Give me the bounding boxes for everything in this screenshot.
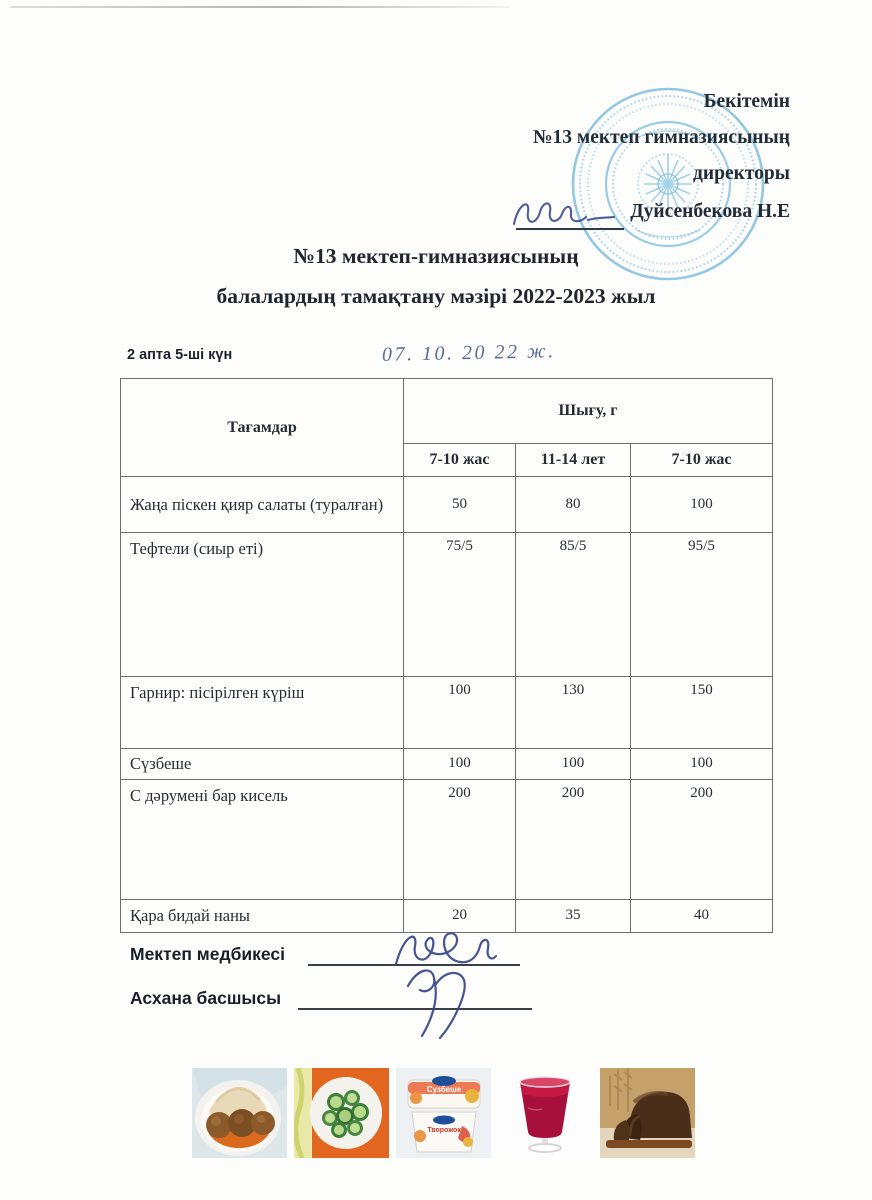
scan-artifact-line	[10, 6, 510, 8]
nurse-signature-ink-icon	[394, 932, 498, 966]
food-photo-strip: Сузбеше Творожок	[192, 1068, 695, 1158]
value-cell: 50	[403, 476, 516, 533]
value-cell: 100	[629, 748, 774, 780]
nurse-signature-label: Мектеп медбикесі	[130, 944, 286, 964]
table-row: С дәрумені бар кисель 200 200 200	[120, 778, 774, 900]
value-cell: 150	[629, 676, 774, 749]
value-cell: 100	[403, 748, 516, 780]
dish-cell: Сүзбеше	[120, 748, 404, 780]
col-header-output: Шығу, г	[402, 378, 774, 444]
approval-block: Бекітемін №13 мектеп гимназиясының дирек…	[513, 84, 790, 230]
week-day-label: 2 апта 5-ші күн	[127, 347, 233, 363]
handwritten-date: 07. 10. 20 22 ж.	[381, 340, 556, 366]
canteen-head-signature-line	[298, 1006, 532, 1010]
title-line-1: №13 мектеп-гимназиясының	[293, 244, 579, 268]
canteen-head-signature-label: Асхана басшысы	[130, 988, 282, 1008]
director-signature-ink-icon	[513, 202, 616, 226]
menu-table: Тағамдар Шығу, г 7-10 жас 11-14 лет 7-10…	[120, 378, 774, 933]
value-cell: 100	[515, 748, 631, 780]
value-cell: 100	[403, 676, 516, 749]
dish-cell: Гарнир: пісірілген күріш	[120, 676, 404, 749]
approval-line-2: №13 мектеп гимназиясының	[532, 127, 790, 148]
value-cell: 200	[515, 778, 631, 900]
col-header-age-3: 7-10 жас	[629, 443, 774, 477]
value-cell: 35	[515, 898, 631, 933]
dish-cell: Жаңа піскен қияр салаты (туралған)	[120, 476, 404, 533]
director-name: Дуйсенбекова Н.Е	[630, 201, 790, 222]
director-signature-row: Дуйсенбекова Н.Е	[513, 194, 790, 230]
approval-line-3: директоры	[693, 163, 790, 184]
approval-line-1: Бекітемін	[703, 91, 790, 112]
value-cell: 95/5	[629, 532, 774, 677]
canteen-head-signature-ink-icon	[406, 969, 466, 1040]
suzbesha-curd-cup-photo: Сузбеше Творожок	[396, 1068, 491, 1158]
value-cell: 80	[515, 476, 631, 533]
meatballs-with-rice-photo	[192, 1068, 287, 1158]
value-cell: 20	[403, 898, 516, 933]
title-line-2: балалардың тамақтану мәзірі 2022-2023 жы…	[216, 284, 656, 308]
value-cell: 130	[515, 676, 631, 749]
value-cell: 75/5	[403, 532, 516, 677]
table-row: Тефтели (сиыр еті) 75/5 85/5 95/5	[120, 532, 774, 677]
dish-cell: Қара бидай наны	[120, 898, 404, 933]
col-header-age-2: 11-14 лет	[515, 443, 631, 477]
col-header-age-1: 7-10 жас	[403, 443, 516, 477]
col-header-dishes: Тағамдар	[120, 378, 404, 477]
cucumber-salad-photo	[294, 1068, 389, 1158]
table-row: Гарнир: пісірілген күріш 100 130 150	[120, 676, 774, 749]
school-stamp-icon	[566, 82, 770, 286]
kissel-glass-photo	[498, 1068, 593, 1158]
value-cell: 40	[629, 898, 774, 933]
suzbesha-side-label: Творожок	[427, 1127, 461, 1134]
document-title: №13 мектеп-гимназиясының балалардың тама…	[0, 244, 872, 309]
dish-cell: С дәрумені бар кисель	[120, 778, 404, 900]
value-cell: 200	[403, 778, 516, 900]
value-cell: 200	[629, 778, 774, 900]
value-cell: 100	[629, 476, 774, 533]
value-cell: 85/5	[515, 532, 631, 677]
table-row: Қара бидай наны 20 35 40	[120, 898, 774, 933]
dish-cell: Тефтели (сиыр еті)	[120, 532, 404, 677]
table-row: Сүзбеше 100 100 100	[120, 748, 774, 780]
rye-bread-photo	[600, 1068, 695, 1158]
table-row: Жаңа піскен қияр салаты (туралған) 50 80…	[120, 476, 774, 533]
nurse-signature-line	[308, 962, 520, 966]
suzbesha-lid-label: Сузбеше	[427, 1085, 462, 1094]
director-signature-line	[513, 202, 625, 230]
